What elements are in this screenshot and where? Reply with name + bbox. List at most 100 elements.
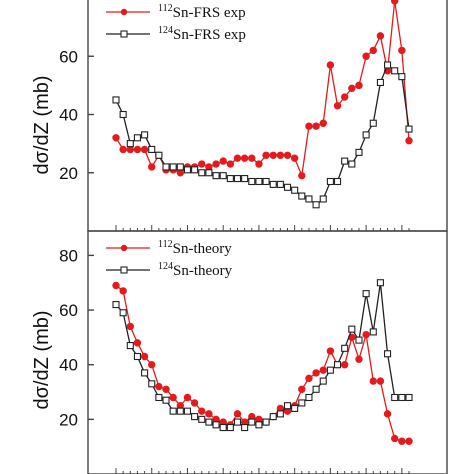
- data-point: [176, 163, 184, 171]
- data-point: [391, 393, 399, 402]
- data-point: [398, 393, 406, 402]
- data-point: [405, 393, 413, 402]
- data-point: [355, 355, 363, 363]
- data-point: [205, 418, 213, 426]
- data-point: [362, 330, 370, 339]
- data-point: [233, 410, 242, 418]
- legend-superscript: 124: [158, 25, 173, 36]
- data-point: [212, 172, 220, 180]
- data-point: [312, 385, 320, 393]
- data-point: [355, 148, 363, 156]
- data-point: [340, 93, 349, 101]
- data-point: [312, 201, 320, 209]
- legend-superscript: 112: [158, 239, 173, 250]
- data-point: [405, 137, 413, 145]
- data-point: [140, 145, 149, 154]
- data-point: [298, 385, 306, 393]
- data-point: [398, 437, 406, 445]
- data-point: [119, 309, 127, 317]
- data-point: [126, 342, 134, 350]
- data-point: [205, 163, 213, 171]
- data-point: [191, 166, 199, 174]
- data-point: [312, 369, 320, 377]
- data-point: [348, 84, 356, 92]
- data-point: [255, 177, 263, 186]
- data-point: [369, 377, 377, 385]
- data-point: [248, 154, 256, 162]
- y-tick-label: 20: [59, 164, 78, 183]
- data-point: [112, 96, 120, 104]
- data-point: [391, 434, 399, 443]
- data-point: [291, 404, 299, 412]
- y-axis-label: dσ/dZ (mb): [31, 310, 53, 409]
- data-point: [262, 177, 270, 186]
- data-point: [162, 163, 170, 171]
- data-point: [369, 46, 377, 55]
- data-point: [269, 180, 277, 188]
- data-point: [333, 177, 342, 186]
- data-point: [169, 407, 177, 415]
- data-point: [169, 163, 177, 171]
- data-point: [405, 437, 413, 445]
- data-point: [126, 140, 134, 148]
- data-point: [283, 402, 292, 410]
- data-point: [133, 339, 142, 347]
- data-point: [155, 382, 163, 391]
- data-point: [319, 119, 327, 127]
- data-point: [233, 154, 242, 162]
- y-tick-label: 60: [59, 301, 78, 320]
- legend-superscript: 112: [158, 3, 173, 14]
- data-point: [133, 352, 141, 361]
- data-point: [212, 160, 220, 168]
- series-line: [115, 284, 409, 442]
- legend-name: Sn-theory: [173, 263, 233, 279]
- data-point: [276, 151, 285, 159]
- data-point: [133, 134, 141, 142]
- legend-marker: [120, 8, 128, 16]
- data-point: [326, 61, 335, 69]
- data-point: [191, 413, 199, 421]
- data-point: [212, 421, 220, 429]
- data-point: [298, 171, 306, 180]
- y-tick-label: 20: [59, 410, 78, 429]
- data-point: [162, 385, 170, 393]
- data-point: [362, 52, 370, 60]
- data-point: [348, 160, 356, 168]
- data-point: [148, 145, 156, 153]
- data-point: [226, 160, 235, 168]
- data-point: [376, 377, 385, 385]
- data-point: [198, 160, 206, 168]
- data-point: [269, 413, 277, 421]
- data-point: [326, 177, 334, 186]
- data-point: [283, 151, 292, 159]
- data-point: [341, 157, 349, 165]
- data-point: [126, 322, 134, 331]
- data-point: [269, 151, 277, 159]
- data-point: [298, 192, 306, 200]
- data-point: [141, 131, 149, 139]
- legend-name: Sn-theory: [173, 241, 233, 257]
- y-tick-label: 60: [59, 47, 78, 66]
- data-point: [241, 423, 249, 432]
- data-point: [219, 172, 227, 180]
- data-point: [305, 195, 313, 203]
- plot-frame: [87, 230, 448, 474]
- data-point: [183, 393, 192, 402]
- data-point: [119, 145, 127, 154]
- data-point: [276, 180, 284, 188]
- data-point: [333, 102, 342, 110]
- data-point: [276, 410, 284, 418]
- data-point: [376, 32, 385, 40]
- data-point: [198, 415, 206, 423]
- data-point: [198, 407, 206, 415]
- y-tick-label: 80: [59, 246, 78, 265]
- data-point: [341, 344, 349, 352]
- data-point: [319, 195, 327, 203]
- data-point: [362, 290, 370, 298]
- data-point: [198, 169, 206, 177]
- data-point: [262, 151, 270, 159]
- data-point: [176, 407, 184, 415]
- data-point: [355, 81, 363, 90]
